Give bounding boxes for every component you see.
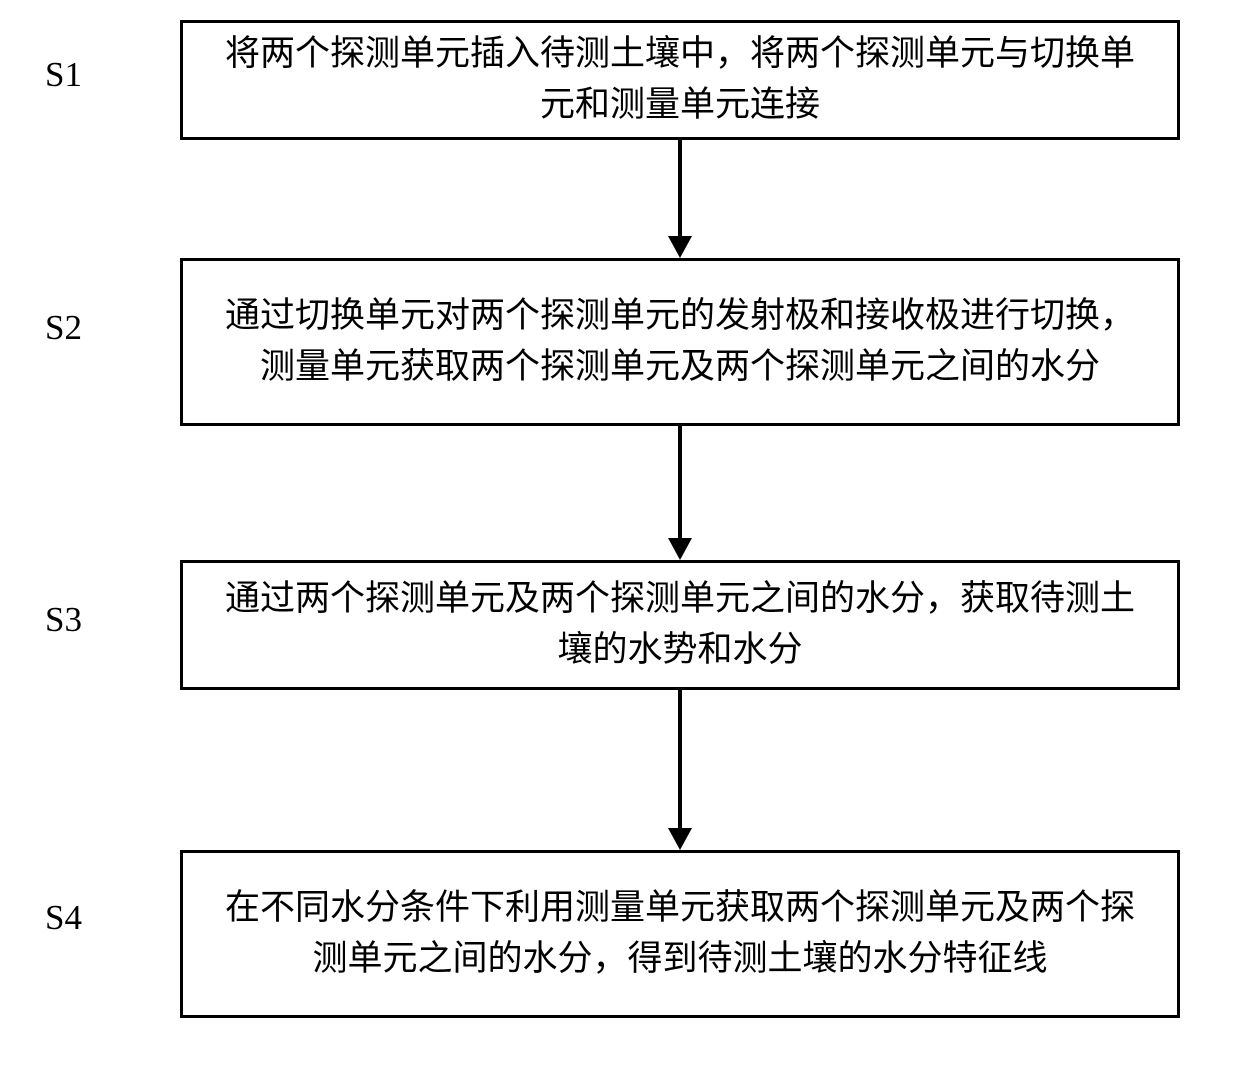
step-label-s1: S1 — [45, 55, 82, 95]
step-text: 将两个探测单元插入待测土壤中，将两个探测单元与切换单元和测量单元连接 — [208, 29, 1152, 131]
step-label-text: S1 — [45, 55, 82, 94]
step-box-s3: 通过两个探测单元及两个探测单元之间的水分，获取待测土壤的水势和水分 — [180, 560, 1180, 690]
step-label-s3: S3 — [45, 600, 82, 640]
step-text: 在不同水分条件下利用测量单元获取两个探测单元及两个探测单元之间的水分，得到待测土… — [208, 883, 1152, 985]
step-label-text: S4 — [45, 898, 82, 937]
step-box-s4: 在不同水分条件下利用测量单元获取两个探测单元及两个探测单元之间的水分，得到待测土… — [180, 850, 1180, 1018]
step-label-text: S3 — [45, 600, 82, 639]
step-box-s1: 将两个探测单元插入待测土壤中，将两个探测单元与切换单元和测量单元连接 — [180, 20, 1180, 140]
step-box-s2: 通过切换单元对两个探测单元的发射极和接收极进行切换，测量单元获取两个探测单元及两… — [180, 258, 1180, 426]
step-label-s2: S2 — [45, 308, 82, 348]
step-label-s4: S4 — [45, 898, 82, 938]
step-text: 通过切换单元对两个探测单元的发射极和接收极进行切换，测量单元获取两个探测单元及两… — [208, 291, 1152, 393]
step-text: 通过两个探测单元及两个探测单元之间的水分，获取待测土壤的水势和水分 — [208, 574, 1152, 676]
flowchart-container: S1 将两个探测单元插入待测土壤中，将两个探测单元与切换单元和测量单元连接 S2… — [0, 0, 1240, 1075]
step-label-text: S2 — [45, 308, 82, 347]
